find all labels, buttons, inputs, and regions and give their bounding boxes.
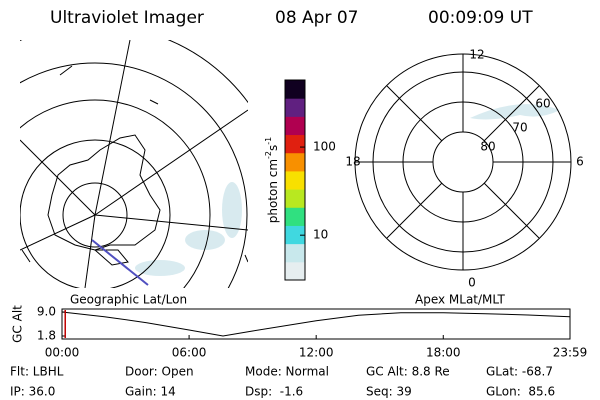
- colorbar-swatch: [285, 261, 305, 281]
- map-label: Geographic Lat/Lon: [70, 293, 187, 307]
- colorbar-label: photon cm-2s-1: [264, 137, 280, 224]
- status-field: Door: Open: [125, 365, 194, 379]
- time: 00:09:09 UT: [428, 8, 533, 28]
- colorbar: 10 100: [284, 79, 336, 281]
- colorbar-swatch: [285, 243, 305, 263]
- status-field: Flt: LBHL: [10, 365, 64, 379]
- colorbar-swatch: [285, 134, 305, 154]
- colorbar-tick-label: 100: [313, 140, 336, 154]
- x-tick-label: 23:59: [553, 346, 588, 360]
- y-axis-label: GC Alt: [11, 305, 25, 343]
- title: Ultraviolet Imager: [50, 8, 204, 28]
- hour-label: 18: [345, 155, 360, 169]
- status-field: Mode: Normal: [245, 365, 329, 379]
- lat-label: 70: [512, 121, 527, 135]
- colorbar-swatch: [285, 98, 305, 117]
- colorbar-swatch: [285, 189, 305, 208]
- hour-label: 0: [468, 276, 476, 290]
- colorbar-swatch: [285, 225, 305, 245]
- altitude-line: [61, 311, 571, 337]
- x-tick-label: 12:00: [299, 346, 334, 360]
- map-label: Apex MLat/MLT: [415, 293, 505, 307]
- status-field: IP: 36.0: [10, 385, 55, 399]
- colorbar-swatch: [285, 80, 305, 99]
- geo-map: [20, 40, 248, 288]
- x-tick-label: 00:00: [45, 346, 80, 360]
- colorbar-frame: [284, 79, 306, 281]
- status-field: GC Alt: 8.8 Re: [366, 365, 450, 379]
- status-field: Seq: 39: [366, 385, 412, 399]
- hour-label: 12: [469, 48, 484, 62]
- altitude-chart: GC Alt 9.0 1.8 00:00 06:00 12:00 18:00 23:59: [11, 305, 588, 360]
- lat-label: 80: [480, 140, 495, 154]
- x-tick-label: 06:00: [172, 346, 207, 360]
- status-field: Gain: 14: [125, 385, 176, 399]
- status-field: Dsp: -1.6: [245, 385, 303, 399]
- lat-label: 60: [535, 97, 550, 111]
- colorbar-swatch: [285, 116, 305, 136]
- y-tick-label: 1.8: [37, 329, 56, 343]
- status-field: GLat: -68.7: [486, 365, 553, 379]
- y-tick-label: 9.0: [37, 305, 56, 319]
- footer: Flt: LBHL Door: Open Mode: Normal GC Alt: 8…: [10, 365, 555, 399]
- colorbar-swatch: [285, 152, 305, 172]
- colorbar-tick-label: 10: [313, 228, 328, 242]
- colorbar-swatch: [285, 207, 305, 226]
- colorbar-swatch: [285, 170, 305, 190]
- status-field: GLon: 85.6: [486, 385, 555, 399]
- polar-map: 12 6 0 18 80 70 60: [345, 48, 583, 290]
- date: 08 Apr 07: [275, 8, 358, 28]
- x-tick-label: 18:00: [426, 346, 461, 360]
- hour-label: 6: [576, 155, 584, 169]
